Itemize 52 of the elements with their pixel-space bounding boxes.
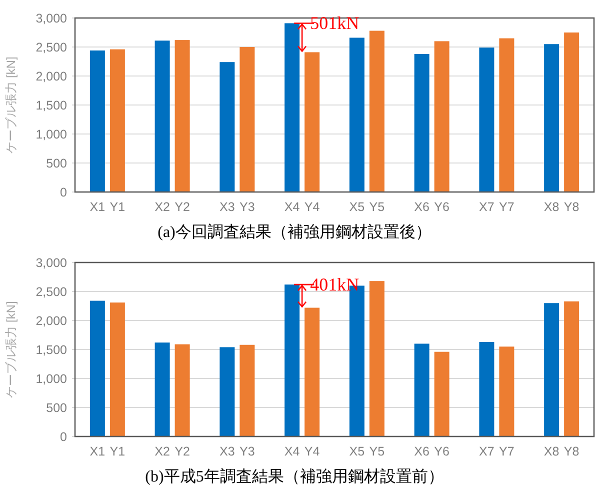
y-tick-label: 1,000 xyxy=(36,372,68,386)
x-tick-label: X2 xyxy=(154,200,170,214)
text: (a)今回調査結果（補強用鋼材設置後） xyxy=(158,223,432,241)
y-tick-label: 500 xyxy=(46,156,68,170)
y-tick-label: 500 xyxy=(46,401,68,415)
annotation: 401kN xyxy=(310,274,360,295)
annotation: 501kN xyxy=(310,13,360,34)
x-tick-label: X6 xyxy=(414,200,430,214)
x-tick-label: Y8 xyxy=(564,200,580,214)
x-tick-label: Y2 xyxy=(174,444,190,458)
x-tick-label: X4 xyxy=(284,444,300,458)
x-tick-label: X7 xyxy=(479,200,494,214)
y-axis-title: ケーブル張力 [kN] xyxy=(4,301,18,398)
x-tick-label: X5 xyxy=(349,200,365,214)
y-tick-label: 3,000 xyxy=(36,256,68,270)
x-tick-label: X7 xyxy=(479,444,494,458)
y-tick-label: 1,500 xyxy=(36,343,68,357)
y-tick-label: 2,000 xyxy=(36,70,68,84)
x-tick-label: Y2 xyxy=(174,200,190,214)
y-tick-label: 1,000 xyxy=(36,128,68,142)
x-tick-label: Y8 xyxy=(564,444,580,458)
x-tick-label: X8 xyxy=(544,200,560,214)
y-tick-label: 2,000 xyxy=(36,314,68,328)
x-tick-label: Y6 xyxy=(434,200,450,214)
x-tick-label: X1 xyxy=(90,444,106,458)
x-tick-label: Y3 xyxy=(240,200,255,214)
y-tick-label: 1,500 xyxy=(36,98,68,112)
x-tick-label: Y1 xyxy=(110,444,126,458)
text: (b)平成5年調査結果（補強用鋼材設置前） xyxy=(145,468,444,486)
x-tick-label: Y5 xyxy=(369,444,385,458)
x-tick-label: X3 xyxy=(220,444,235,458)
x-tick-label: Y4 xyxy=(304,444,320,458)
x-tick-label: X4 xyxy=(284,200,300,214)
x-tick-label: X1 xyxy=(90,200,106,214)
x-tick-label: X8 xyxy=(544,444,560,458)
x-tick-label: X5 xyxy=(349,444,365,458)
x-tick-label: X3 xyxy=(220,200,235,214)
x-tick-label: Y5 xyxy=(369,200,385,214)
y-tick-label: 0 xyxy=(60,430,68,444)
x-tick-label: Y6 xyxy=(434,444,450,458)
x-tick-label: Y3 xyxy=(240,444,255,458)
y-axis-title: ケーブル張力 [kN] xyxy=(4,56,18,154)
x-tick-label: Y7 xyxy=(499,444,514,458)
x-tick-label: Y1 xyxy=(110,200,126,214)
y-tick-label: 2,500 xyxy=(36,285,68,299)
y-tick-label: 2,500 xyxy=(36,40,68,54)
x-tick-label: Y7 xyxy=(499,200,514,214)
x-tick-label: Y4 xyxy=(304,200,320,214)
x-tick-label: X2 xyxy=(154,444,170,458)
y-tick-label: 3,000 xyxy=(36,12,68,26)
y-tick-label: 0 xyxy=(60,186,68,200)
x-tick-label: X6 xyxy=(414,444,430,458)
